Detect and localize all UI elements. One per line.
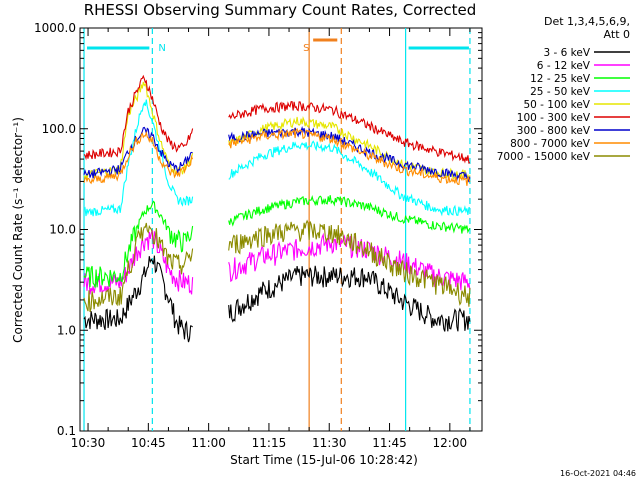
- series-line-8: [83, 219, 471, 313]
- y-tick-label-0: 0.1: [57, 424, 76, 438]
- legend-label-7: 800 - 7000 keV: [510, 138, 591, 150]
- y-tick-label-3: 100.0: [42, 122, 76, 136]
- chart-title: RHESSI Observing Summary Count Rates, Co…: [84, 1, 477, 19]
- legend-label-2: 12 - 25 keV: [530, 73, 591, 85]
- legend-label-3: 25 - 50 keV: [530, 86, 591, 98]
- marker-s: S: [303, 43, 309, 54]
- y-tick-label-4: 1000.0: [34, 21, 76, 35]
- footer-timestamp: 16-Oct-2021 04:46: [560, 469, 636, 478]
- legend-label-0: 3 - 6 keV: [543, 47, 590, 59]
- series-line-5: [83, 74, 471, 164]
- legend-header-line-2: Att 0: [604, 28, 630, 41]
- series-line-0: [83, 255, 471, 343]
- series-line-7: [83, 127, 471, 186]
- legend-label-6: 300 - 800 keV: [517, 125, 591, 137]
- series-line-2: [83, 195, 471, 288]
- x-tick-label-5: 11:45: [372, 436, 407, 450]
- marker-n: N: [158, 43, 165, 54]
- legend-label-5: 100 - 300 keV: [517, 112, 591, 124]
- series-line-3: [83, 99, 471, 217]
- legend-header-line-1: Det 1,3,4,5,6,9,: [544, 15, 630, 28]
- x-tick-label-0: 10:30: [71, 436, 106, 450]
- x-tick-label-6: 12:00: [433, 436, 468, 450]
- x-tick-label-1: 10:45: [131, 436, 166, 450]
- y-axis-label: Corrected Count Rate (s⁻¹ detector⁻¹): [11, 117, 25, 343]
- x-tick-label-2: 11:00: [191, 436, 226, 450]
- x-axis-label: Start Time (15-Jul-06 10:28:42): [230, 453, 418, 467]
- y-tick-label-2: 10.0: [49, 223, 76, 237]
- series-line-6: [83, 126, 471, 183]
- x-tick-label-4: 11:30: [312, 436, 347, 450]
- x-tick-label-3: 11:15: [252, 436, 287, 450]
- y-tick-label-1: 1.0: [57, 323, 76, 337]
- series-group: [83, 74, 471, 343]
- axis-ticks: 0.1 1.0 10.0 100.0 1000.0 10:30 10:45 11:00 11:1…: [34, 21, 482, 450]
- legend-label-4: 50 - 100 keV: [523, 99, 590, 111]
- legend-label-8: 7000 - 15000 keV: [497, 151, 591, 163]
- legend-label-1: 6 - 12 keV: [537, 60, 591, 72]
